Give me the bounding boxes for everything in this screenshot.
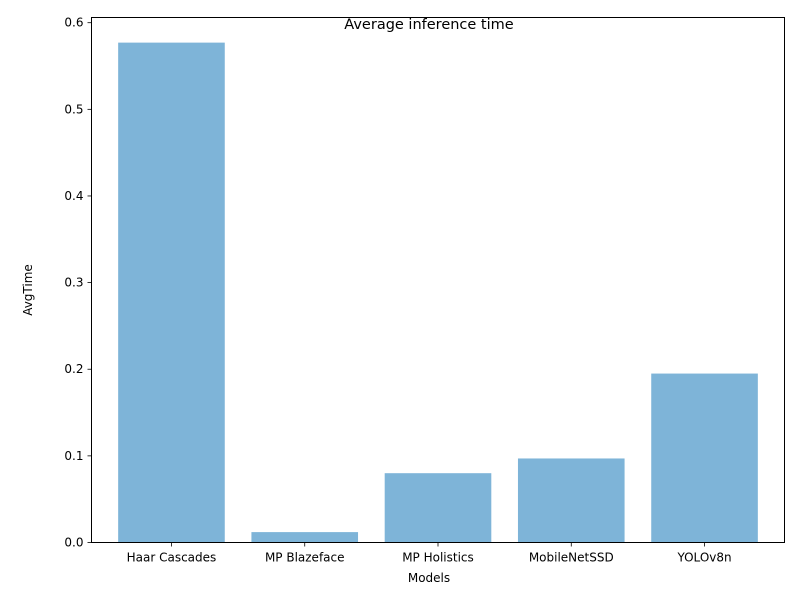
chart-title: Average inference time [344, 17, 513, 33]
x-axis-ticks: Haar Cascades MP Blazeface MP Holistics Mob… [127, 542, 732, 565]
y-tick-label: 0.0 [64, 536, 83, 550]
x-axis-label: Models [408, 571, 450, 585]
bar-mp-blazeface [251, 532, 359, 543]
y-tick-label: 0.2 [64, 362, 83, 376]
plot-frame [91, 17, 785, 543]
x-tick-label: MobileNetSSD [529, 551, 614, 565]
x-tick-label: Haar Cascades [127, 551, 217, 565]
y-tick-label: 0.4 [64, 189, 83, 203]
bar-haar-cascades [118, 42, 225, 543]
bar-yolov8n [651, 373, 758, 543]
y-axis-label: AvgTime [21, 264, 35, 316]
y-tick-label: 0.6 [64, 16, 83, 30]
y-axis-ticks: 0.0 0.1 0.2 0.3 0.4 0.5 0.6 [64, 16, 92, 550]
x-tick-label: MP Holistics [402, 551, 474, 565]
bars-group [118, 42, 758, 543]
x-tick-label: YOLOv8n [676, 551, 731, 565]
y-tick-label: 0.5 [64, 102, 83, 116]
y-tick-label: 0.3 [64, 276, 83, 290]
y-tick-label: 0.1 [64, 449, 83, 463]
x-tick-label: MP Blazeface [265, 551, 345, 565]
bar-mp-holistics [384, 473, 492, 543]
bar-mobilenetssd [517, 458, 625, 543]
